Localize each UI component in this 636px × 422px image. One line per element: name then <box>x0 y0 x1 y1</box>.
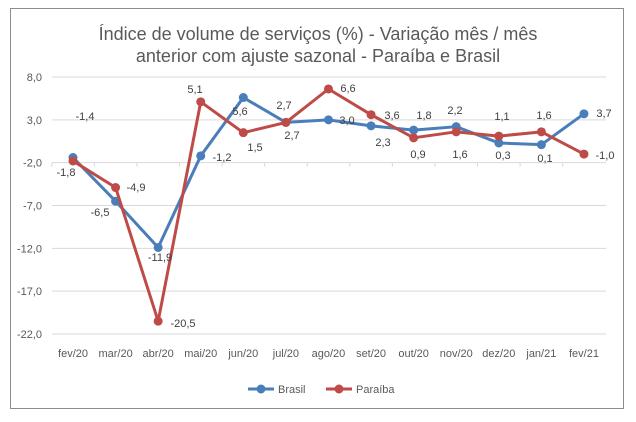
y-tick-label: -22,0 <box>17 329 42 341</box>
data-label: -20,5 <box>170 318 195 330</box>
data-label: -11,9 <box>148 252 172 264</box>
data-point <box>196 151 206 161</box>
x-tick-label: jun/20 <box>227 348 258 360</box>
x-tick-label: mar/20 <box>98 348 132 360</box>
legend-label: Brasil <box>278 384 306 396</box>
y-tick-label: -7,0 <box>23 201 42 213</box>
data-point <box>451 127 461 137</box>
data-label: 3,0 <box>339 115 354 127</box>
x-tick-label: fev/21 <box>569 348 599 360</box>
data-label: 6,6 <box>340 83 355 95</box>
data-point <box>409 125 419 135</box>
chart-title-line-1: Índice de volume de serviços (%) - Varia… <box>99 24 538 44</box>
data-label: -6,5 <box>91 207 110 219</box>
data-label: -1,8 <box>57 167 76 179</box>
x-tick-label: fev/20 <box>58 348 88 360</box>
legend-marker <box>256 384 266 394</box>
data-label: -1,4 <box>76 111 95 123</box>
data-point <box>111 183 121 193</box>
y-tick-label: -17,0 <box>17 286 42 298</box>
data-point <box>409 133 419 143</box>
data-label: 5,6 <box>232 106 247 118</box>
data-label: -1,0 <box>596 150 615 162</box>
y-tick-label: -2,0 <box>23 158 42 170</box>
data-label: 2,7 <box>284 130 299 142</box>
legend-label: Paraíba <box>356 384 395 396</box>
data-point <box>579 109 589 119</box>
data-point <box>494 138 504 148</box>
data-point <box>196 97 206 107</box>
x-tick-label: set/20 <box>356 348 386 360</box>
data-label: 0,1 <box>537 153 552 165</box>
data-label: 1,6 <box>452 149 467 161</box>
data-point <box>153 316 163 326</box>
data-point <box>281 117 291 127</box>
data-point <box>366 110 376 120</box>
data-label: 3,6 <box>384 110 399 122</box>
data-label: 2,3 <box>375 137 390 149</box>
x-tick-label: mai/20 <box>184 348 217 360</box>
y-tick-label: 8,0 <box>27 72 42 84</box>
data-label: 0,9 <box>410 149 425 161</box>
data-point <box>579 149 589 159</box>
data-label: 1,1 <box>494 111 509 123</box>
data-point <box>238 128 248 138</box>
y-tick-label: -12,0 <box>17 243 42 255</box>
data-point <box>68 156 78 166</box>
x-tick-label: dez/20 <box>482 348 515 360</box>
data-label: 1,6 <box>536 110 551 122</box>
data-point <box>536 127 546 137</box>
x-tick-label: jan/21 <box>525 348 556 360</box>
data-label: 1,5 <box>247 142 262 154</box>
data-point <box>366 121 376 131</box>
legend-marker <box>334 384 344 394</box>
chart-title-line-2: anterior com ajuste sazonal - Paraíba e … <box>136 46 500 66</box>
data-point <box>323 84 333 94</box>
x-tick-label: out/20 <box>398 348 429 360</box>
data-point <box>536 140 546 150</box>
data-point <box>238 93 248 103</box>
x-tick-label: abr/20 <box>143 348 174 360</box>
data-label: 5,1 <box>187 84 202 96</box>
data-label: 1,8 <box>416 110 431 122</box>
data-label: 3,7 <box>596 108 611 120</box>
chart-frame <box>10 8 624 409</box>
data-label: -4,9 <box>127 182 146 194</box>
x-tick-label: nov/20 <box>440 348 473 360</box>
data-point <box>153 242 163 252</box>
data-point <box>494 131 504 141</box>
data-point <box>323 115 333 125</box>
data-label: 2,2 <box>447 105 462 117</box>
x-tick-label: ago/20 <box>312 348 346 360</box>
y-tick-label: 3,0 <box>27 115 42 127</box>
data-label: 2,7 <box>276 100 291 112</box>
data-label: -1,2 <box>213 152 232 164</box>
data-label: 0,3 <box>495 150 510 162</box>
x-tick-label: jul/20 <box>272 348 299 360</box>
